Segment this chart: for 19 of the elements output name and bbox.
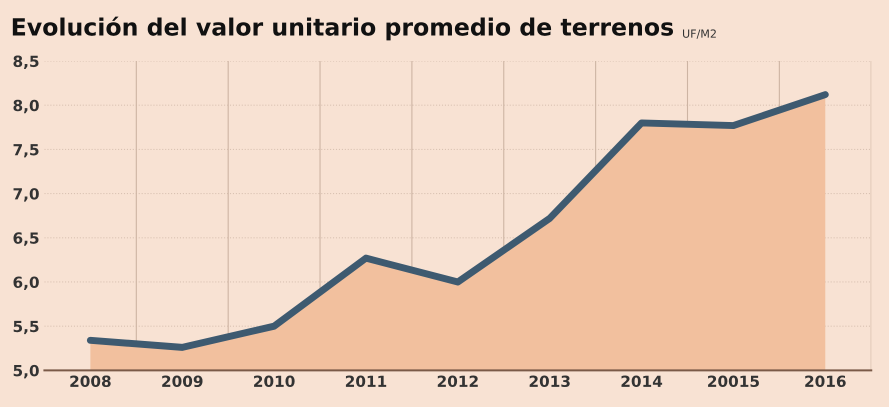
x-tick-label: 2011 [346, 376, 386, 388]
y-tick-label: 5,0 [14, 364, 39, 378]
y-tick-label: 8,0 [13, 100, 39, 114]
x-tick-label: 2013 [530, 376, 570, 388]
x-tick-label: 20015 [708, 376, 759, 388]
x-tick-label: 2008 [70, 376, 111, 388]
y-tick-label: 7,0 [14, 188, 39, 202]
y-tick-label: 7,5 [14, 144, 39, 158]
y-tick-label: 6,0 [13, 276, 39, 290]
y-tick-label: 8,5 [13, 56, 39, 70]
x-tick-label: 2009 [162, 376, 203, 388]
x-tick-label: 2014 [622, 376, 662, 388]
y-tick-label: 5,5 [14, 320, 39, 334]
chart-title: Evolución del valor unitario promedio de terrenos [12, 16, 674, 40]
x-tick-label: 2012 [438, 376, 478, 388]
x-tick-label: 2016 [805, 376, 846, 388]
y-tick-label: 6,5 [13, 232, 39, 246]
x-tick-label: 2010 [254, 376, 295, 388]
chart-subtitle: UF/M2 [682, 29, 716, 39]
